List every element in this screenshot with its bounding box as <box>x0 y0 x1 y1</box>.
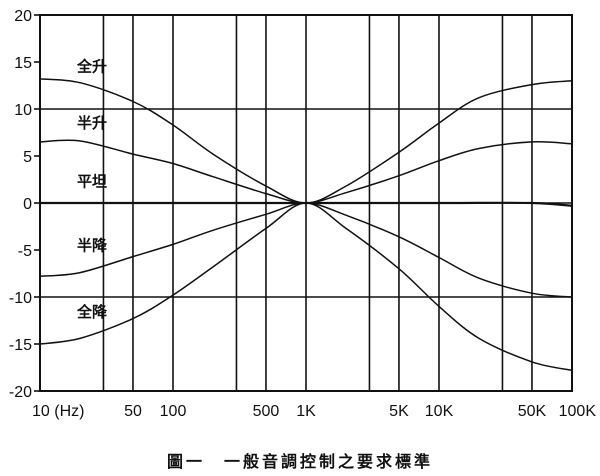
series-label-3: 半降 <box>77 236 108 254</box>
x-tick-label-2: 100 <box>160 403 187 420</box>
series-label-4: 全降 <box>76 303 108 321</box>
series-label-1: 半升 <box>77 114 107 132</box>
y-tick-label-5: -5 <box>18 243 32 260</box>
series-line-4 <box>39 202 573 372</box>
y-tick-label-4: 0 <box>23 196 32 213</box>
y-tick-label-2: 10 <box>14 102 32 119</box>
y-tick-label-7: -15 <box>9 337 32 354</box>
y-tick-label-8: -20 <box>9 384 32 401</box>
x-tick-label-5: 5K <box>389 403 409 420</box>
x-tick-label-0: 10 (Hz) <box>32 403 84 420</box>
y-tick-label-1: 15 <box>14 55 32 72</box>
x-tick-label-3: 500 <box>253 403 280 420</box>
y-tick-label-3: 5 <box>23 149 32 166</box>
x-tick-label-7: 50K <box>518 403 547 420</box>
series-label-2: 平坦 <box>77 172 107 190</box>
figure-caption: 圖一 一般音調控制之要求標準 <box>166 452 433 471</box>
x-tick-label-8: 100K <box>559 403 597 420</box>
x-axis-ticks: 10 (Hz) 50 100 500 1K 5K 10K 50K 100K <box>32 403 596 420</box>
curves <box>39 78 573 372</box>
series-line-2 <box>40 201 573 207</box>
x-tick-label-4: 1K <box>296 403 316 420</box>
x-tick-label-6: 10K <box>425 403 454 420</box>
y-tick-label-6: -10 <box>9 290 32 307</box>
x-tick-label-1: 50 <box>124 403 142 420</box>
y-axis-ticks: 20 15 10 5 0 -5 -10 -15 -20 <box>9 8 40 401</box>
y-tick-label-0: 20 <box>14 8 32 25</box>
series-label-0: 全升 <box>76 58 107 76</box>
